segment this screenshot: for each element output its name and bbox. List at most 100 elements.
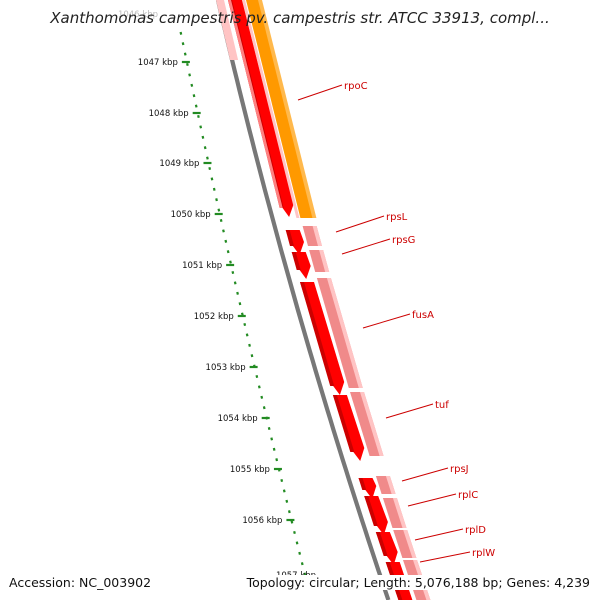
ruler-minor-tick xyxy=(188,73,191,77)
ruler-minor-tick xyxy=(206,156,209,160)
ruler-minor-tick xyxy=(201,135,205,139)
ruler-minor-tick xyxy=(222,229,225,233)
upstream-feature-band[interactable] xyxy=(216,0,239,60)
map-title: Xanthomonas campestris pv. campestris st… xyxy=(50,9,550,27)
cds-shade-3[interactable] xyxy=(300,282,335,386)
ruler-minor-tick xyxy=(219,218,223,223)
ruler-minor-tick xyxy=(224,239,228,243)
gene-block-edge-1[interactable] xyxy=(319,250,330,272)
ruler-minor-tick xyxy=(280,478,284,483)
leader-line-rpsL xyxy=(335,215,385,233)
ruler-minor-tick xyxy=(208,166,212,171)
ruler-minor-tick xyxy=(203,146,207,150)
gene-label-rpsL[interactable]: rpsL xyxy=(386,212,408,223)
leader-line-rplC xyxy=(407,493,457,507)
ruler-minor-tick xyxy=(290,520,294,524)
leader-line-rpsG xyxy=(341,238,391,255)
sequence-summary: Topology: circular; Length: 5,076,188 bp… xyxy=(242,575,590,590)
leader-line-fusA xyxy=(362,313,411,329)
gene-labels: rpoC rpsL rpsG fusA tuf rpsJ rplC rplD rplW xyxy=(344,81,495,559)
ruler-minor-tick xyxy=(190,83,194,87)
kbp-label: 1055 kbp xyxy=(230,465,270,475)
kbp-label-top: 1046 kbp xyxy=(118,10,158,20)
ruler-minor-tick xyxy=(262,406,266,410)
gene-block-edge-6[interactable] xyxy=(403,530,417,558)
gene-label-rpsJ[interactable]: rpsJ xyxy=(450,464,469,475)
ruler-minor-tick xyxy=(226,250,230,254)
gene-block-rpoC-edge[interactable] xyxy=(258,0,317,218)
ruler-minor-tick xyxy=(275,458,279,462)
ruler-minor-tick xyxy=(293,530,296,535)
gene-block-edge-3[interactable] xyxy=(360,392,384,456)
cds-shade-5[interactable] xyxy=(358,478,367,490)
leader-line-rpsJ xyxy=(401,467,449,482)
ruler-minor-tick xyxy=(181,42,185,46)
ruler-minor-tick xyxy=(248,343,251,347)
ruler-minor-tick xyxy=(229,260,232,264)
ruler-minor-tick xyxy=(233,281,237,285)
accession-text: Accession: NC_003902 xyxy=(9,575,156,590)
leader-line-tuf xyxy=(385,403,434,419)
kbp-label: 1047 kbp xyxy=(138,58,178,68)
ruler-minor-tick xyxy=(257,385,261,389)
gene-block-edge-0[interactable] xyxy=(312,226,322,246)
leader-line-rplW xyxy=(419,551,471,563)
ruler-minor-tick xyxy=(210,177,214,181)
backbone-line xyxy=(215,0,391,600)
ruler-minor-tick xyxy=(303,572,307,576)
kbp-label: 1056 kbp xyxy=(242,516,282,526)
cds-shade-2[interactable] xyxy=(291,252,301,270)
gene-gap-rpoC[interactable] xyxy=(242,0,300,218)
gene-label-rplC[interactable]: rplC xyxy=(458,490,478,501)
cds-shade-7[interactable] xyxy=(375,532,388,556)
leader-line-rplD xyxy=(414,528,464,541)
cds-shade-1[interactable] xyxy=(285,230,294,246)
ruler-minor-tick xyxy=(179,31,183,35)
gene-label-rplD[interactable]: rplD xyxy=(465,525,486,536)
ruler-minor-tick xyxy=(300,562,304,566)
ruler-minor-tick xyxy=(183,52,187,56)
kbp-label: 1051 kbp xyxy=(182,261,222,271)
ruler-minor-tick xyxy=(250,354,254,358)
ruler-minor-tick xyxy=(260,395,264,399)
gene-label-tuf[interactable]: tuf xyxy=(435,400,449,411)
leader-line-rpoC xyxy=(297,84,343,101)
ruler-minor-tick xyxy=(298,551,302,555)
kbp-label: 1048 kbp xyxy=(149,109,189,119)
ruler-minor-tick xyxy=(270,437,274,441)
ruler-minor-tick xyxy=(282,489,286,493)
ruler-minor-tick xyxy=(285,499,289,503)
gene-block-edge-2[interactable] xyxy=(326,278,363,388)
gene-label-rpoC[interactable]: rpoC xyxy=(344,81,368,92)
ruler-minor-tick xyxy=(236,291,239,295)
gene-leader-lines xyxy=(297,84,471,563)
gene-label-rplW[interactable]: rplW xyxy=(472,548,495,559)
gene-block-rpoC[interactable] xyxy=(246,0,315,218)
ruler-minor-tick xyxy=(272,447,276,451)
ruler-minor-tick xyxy=(215,198,218,202)
cds-edge-rpoC[interactable] xyxy=(228,0,283,208)
feature-track-background[interactable] xyxy=(224,0,459,600)
kbp-label: 1050 kbp xyxy=(171,210,211,220)
ruler-minor-tick xyxy=(287,510,291,514)
ruler-minor-tick xyxy=(212,187,216,191)
ruler-minor-tick xyxy=(194,104,198,108)
ruler-minor-tick xyxy=(245,333,249,337)
gene-block-edge-5[interactable] xyxy=(392,498,407,528)
ruler-minor-tick xyxy=(199,125,203,129)
ruler-minor-tick xyxy=(231,270,235,275)
gene-label-rpsG[interactable]: rpsG xyxy=(392,235,415,246)
gene-block-edge-4[interactable] xyxy=(385,476,396,494)
gene-label-fusA[interactable]: fusA xyxy=(412,310,434,321)
ruler-minor-tick xyxy=(243,322,247,327)
cds-shade-4[interactable] xyxy=(332,395,355,452)
backbone-ring xyxy=(215,0,391,600)
ruler-minor-tick xyxy=(267,426,271,431)
ruler-minor-tick xyxy=(186,62,189,67)
kbp-label: 1053 kbp xyxy=(206,363,246,373)
ruler-minor-tick xyxy=(255,374,259,379)
cds-shade-6[interactable] xyxy=(364,496,378,526)
kbp-label: 1049 kbp xyxy=(159,159,199,169)
